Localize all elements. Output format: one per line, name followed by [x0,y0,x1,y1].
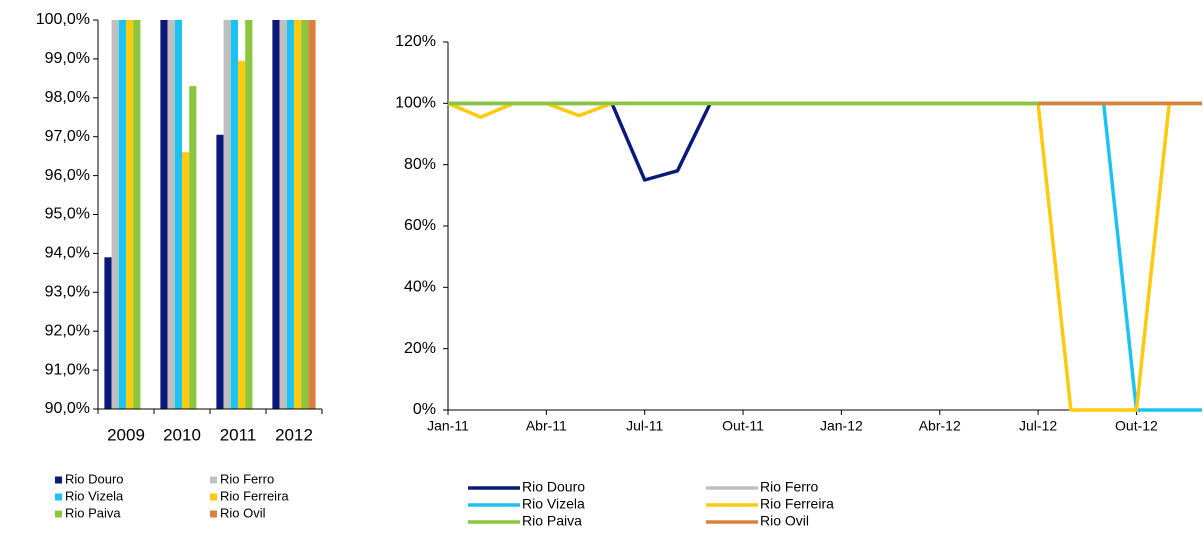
legend-label: Rio Ferreira [760,496,834,512]
y-tick-label: 93,0% [45,284,90,301]
y-tick-label: 91,0% [45,361,90,378]
x-tick-label: Jan-11 [427,418,469,434]
legend-label: Rio Ovil [760,513,809,529]
legend-label: Rio Vizela [522,496,585,512]
legend-swatch [55,476,62,484]
x-tick-label: 2011 [220,425,257,444]
legend-swatch [210,476,217,484]
y-tick-label: 0% [413,401,436,418]
y-tick-label: 99,0% [45,50,90,67]
legend-label: Rio Paiva [65,505,121,520]
bar [167,20,175,409]
y-tick-label: 100% [395,95,436,112]
y-tick-label: 98,0% [45,89,90,106]
y-tick-label: 120% [395,33,436,50]
y-tick-label: 96,0% [45,167,90,184]
bar [111,20,119,409]
bar [133,20,141,409]
y-tick-label: 90,0% [45,400,90,417]
legend-label: Rio Ferro [760,479,819,495]
legend-label: Rio Vizela [65,488,124,503]
bar [272,20,280,409]
bar [223,20,231,409]
bar [308,20,316,409]
x-tick-label: Out-12 [1115,418,1158,434]
legend-label: Rio Ovil [220,505,266,520]
x-tick-label: 2010 [163,425,201,444]
series-line [447,101,1202,412]
y-tick-label: 80% [404,156,436,173]
y-tick-label: 95,0% [45,206,90,223]
y-tick-label: 20% [404,340,436,357]
series-line [448,101,1202,412]
x-tick-label: Abr-11 [526,418,567,434]
y-tick-label: 100,0% [36,11,90,28]
y-tick-label: 60% [404,217,436,234]
bar [238,60,246,409]
bar [174,20,182,409]
x-tick-label: Jul-12 [1019,418,1057,434]
legend-label: Rio Douro [522,479,585,495]
bar [216,134,224,409]
x-tick-label: 2009 [107,425,145,444]
legend-label: Rio Paiva [522,513,582,529]
legend-label: Rio Ferreira [220,488,289,503]
bar [126,20,134,409]
bar [245,20,253,409]
legend-label: Rio Douro [65,471,124,486]
bar [189,86,197,409]
y-tick-label: 97,0% [45,128,90,145]
bar [279,20,287,409]
x-tick-label: Jul-11 [626,418,663,434]
bar [301,20,309,409]
bar [118,20,126,409]
bar [182,152,190,409]
legend-swatch [210,493,217,501]
x-tick-label: Out-11 [722,418,764,434]
bar [286,20,294,409]
x-tick-label: Abr-12 [919,418,961,434]
legend-swatch [210,510,217,518]
series-line [448,101,1202,182]
legend-swatch [55,510,62,518]
legend-label: Rio Ferro [220,471,274,486]
y-tick-label: 40% [404,279,436,296]
x-tick-label: Jan-12 [820,418,863,434]
bar [160,20,168,409]
bar [294,20,302,409]
y-tick-label: 92,0% [45,322,90,339]
y-tick-label: 94,0% [45,245,90,262]
bar [230,20,238,409]
x-tick-label: 2012 [275,425,313,444]
legend-swatch [55,493,62,501]
bar [104,257,112,409]
